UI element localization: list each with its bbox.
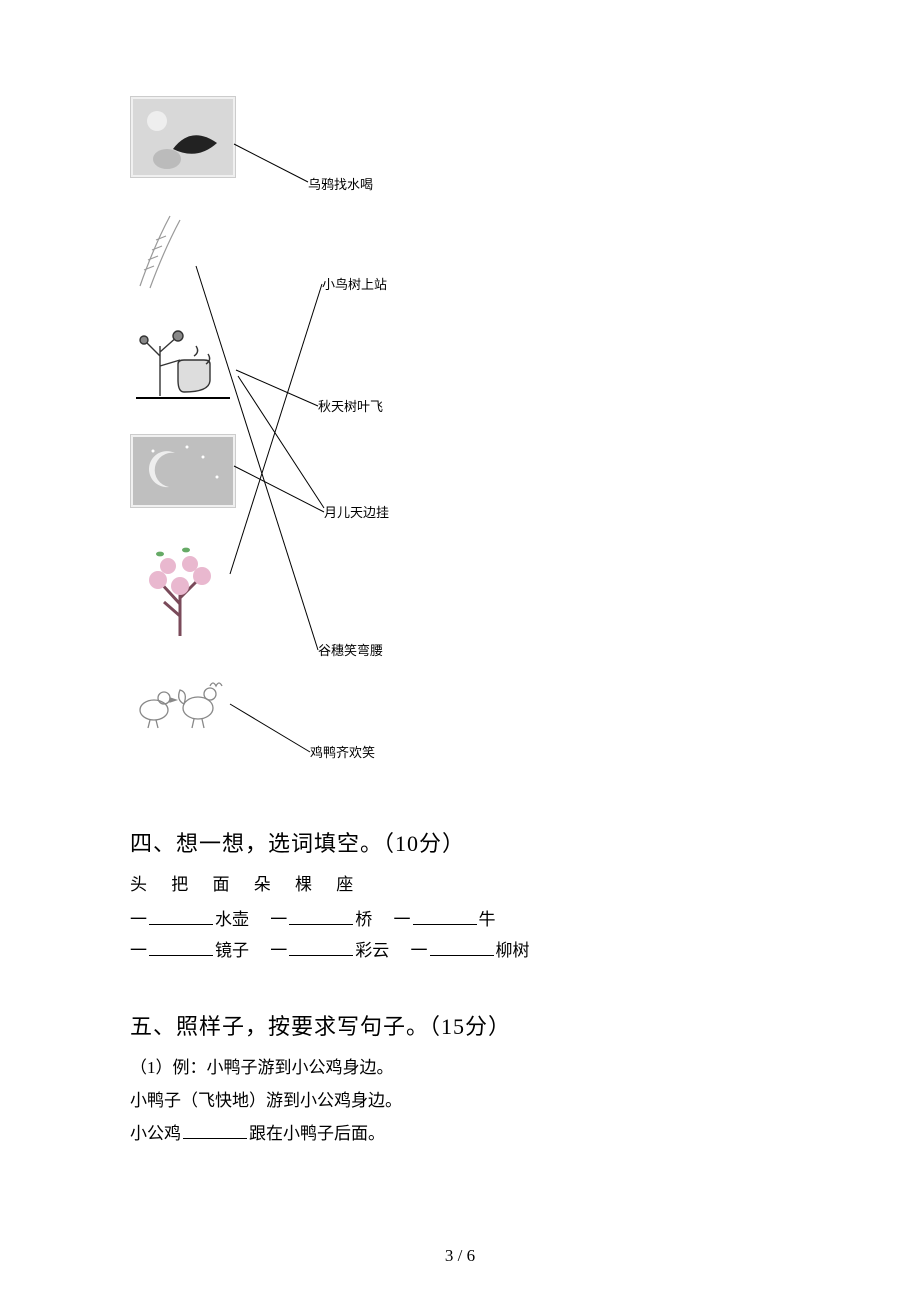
thumb-grain	[130, 210, 196, 292]
match-label-1: 乌鸦找水喝	[308, 174, 373, 193]
r2a-post: 镜子	[215, 941, 249, 960]
matching-exercise: 乌鸦找水喝 小鸟树上站 秋天树叶飞 月儿天边挂 谷穗笑弯腰 鸡鸭齐欢笑	[130, 96, 410, 786]
section5-line1: （1）例：小鸭子游到小公鸡身边。	[130, 1053, 790, 1078]
match-label-6: 鸡鸭齐欢笑	[310, 742, 375, 761]
r1a-post: 水壶	[215, 910, 249, 929]
thumb-autumn-tree	[130, 306, 236, 408]
r1b-post: 桥	[355, 910, 372, 929]
blank[interactable]	[183, 1121, 247, 1139]
match-label-2: 小鸟树上站	[322, 274, 387, 293]
blank[interactable]	[149, 907, 213, 925]
r1b-pre: 一	[270, 910, 287, 929]
match-label-3: 秋天树叶飞	[318, 396, 383, 415]
blank[interactable]	[430, 938, 494, 956]
match-label-4: 月儿天边挂	[324, 502, 389, 521]
thumb-moon	[130, 434, 236, 508]
section4-wordbank: 头 把 面 朵 棵 座	[130, 870, 790, 895]
section5-line3: 小公鸡 跟在小鸭子后面。	[130, 1119, 790, 1144]
section4-title: 四、想一想，选词填空。（10分）	[130, 826, 790, 858]
page-number: 3 / 6	[0, 1246, 920, 1266]
r2c-pre: 一	[411, 941, 428, 960]
s5l3-pre: 小公鸡	[130, 1124, 181, 1143]
r1c-pre: 一	[394, 910, 411, 929]
blank[interactable]	[413, 907, 477, 925]
blank[interactable]	[149, 938, 213, 956]
section5-title: 五、照样子，按要求写句子。（15分）	[130, 1009, 790, 1041]
s5l3-post: 跟在小鸭子后面。	[249, 1124, 385, 1143]
r1c-post: 牛	[479, 910, 496, 929]
section5-line2: 小鸭子（飞快地）游到小公鸡身边。	[130, 1086, 790, 1111]
r2c-post: 柳树	[496, 941, 530, 960]
r2b-post: 彩云	[355, 941, 389, 960]
blank[interactable]	[289, 938, 353, 956]
blank[interactable]	[289, 907, 353, 925]
section4-row2: 一 镜子 一 彩云 一 柳树	[130, 936, 790, 961]
r2b-pre: 一	[270, 941, 287, 960]
r2a-pre: 一	[130, 941, 147, 960]
thumb-duck-rooster	[130, 674, 230, 730]
match-label-5: 谷穗笑弯腰	[318, 640, 383, 659]
thumb-crow	[130, 96, 236, 178]
r1a-pre: 一	[130, 910, 147, 929]
section4-row1: 一 水壶 一 桥 一 牛	[130, 905, 790, 930]
thumb-blossom-tree	[130, 536, 230, 640]
